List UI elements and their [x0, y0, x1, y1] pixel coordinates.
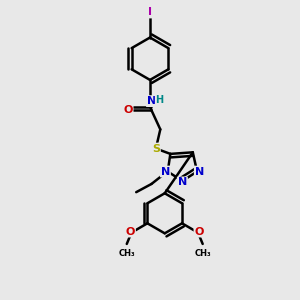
Text: O: O [123, 105, 133, 115]
Text: N: N [147, 96, 156, 106]
Text: CH₃: CH₃ [118, 249, 135, 258]
Text: S: S [152, 143, 160, 154]
Text: I: I [148, 8, 152, 17]
Text: O: O [194, 226, 204, 237]
Text: N: N [195, 167, 204, 177]
Text: O: O [126, 226, 135, 237]
Text: N: N [178, 177, 187, 188]
Text: CH₃: CH₃ [194, 249, 211, 258]
Text: N: N [161, 167, 170, 177]
Text: H: H [155, 95, 164, 105]
